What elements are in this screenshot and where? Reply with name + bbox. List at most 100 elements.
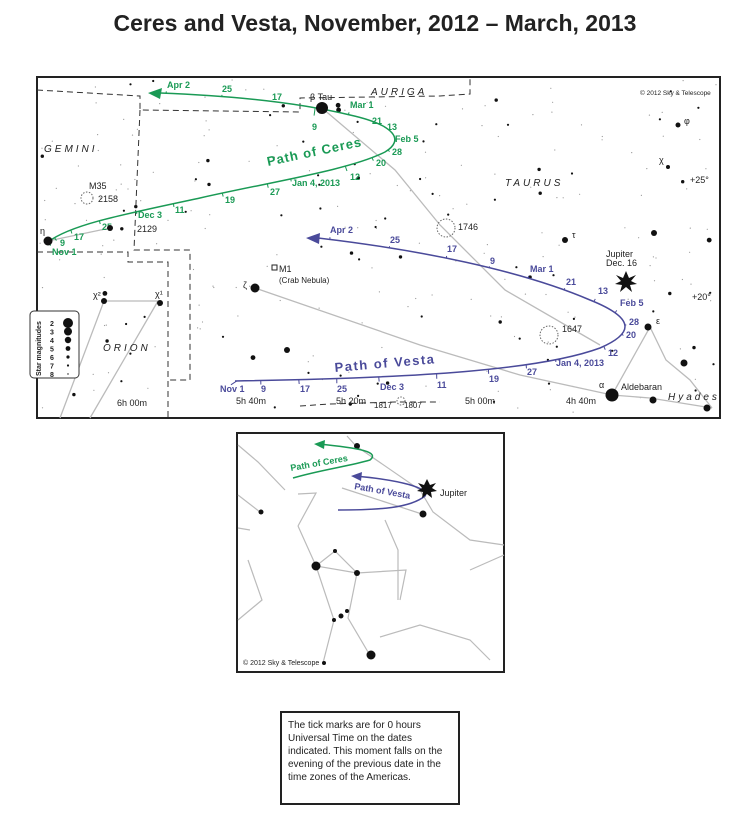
star [376, 382, 379, 385]
star [356, 176, 360, 180]
star [668, 291, 672, 296]
star [504, 278, 506, 280]
star [706, 237, 712, 243]
star [147, 387, 149, 389]
date-tick [563, 287, 566, 291]
star [358, 258, 361, 261]
date-tick [266, 183, 269, 188]
date-label: Apr 2 [330, 225, 353, 235]
page-title: Ceres and Vesta, November, 2012 – March,… [113, 10, 637, 36]
date-label: 11 [175, 205, 185, 215]
date-label: Dec 3 [138, 210, 162, 220]
star [652, 310, 655, 313]
star [197, 327, 199, 329]
star [248, 160, 250, 162]
star [490, 315, 492, 317]
date-tick [135, 211, 138, 215]
star [461, 108, 464, 110]
cluster-m35-icon [80, 191, 94, 205]
star [129, 352, 132, 355]
star [93, 389, 95, 391]
star [319, 207, 322, 210]
label-crab-nebula: (Crab Nebula) [279, 276, 330, 285]
star [208, 129, 210, 131]
star [122, 209, 125, 212]
star [134, 178, 136, 181]
star [481, 125, 483, 127]
date-label: 12 [350, 172, 360, 182]
star [640, 194, 643, 196]
date-label: 28 [392, 147, 402, 157]
star [318, 307, 320, 309]
star [41, 407, 44, 409]
star-zeta-tau [250, 283, 260, 293]
star [460, 164, 462, 166]
date-label: 9 [261, 384, 266, 394]
label-zeta: ζ [243, 280, 247, 290]
star [105, 324, 107, 326]
ra-5h00: 5h 00m [465, 396, 495, 406]
date-tick [98, 220, 101, 225]
star [470, 298, 472, 300]
date-tick [621, 333, 624, 336]
constellation-gemini: GEMINI [44, 144, 98, 155]
star [624, 227, 626, 229]
ceres-path [47, 92, 396, 243]
star [100, 253, 102, 255]
star [556, 197, 558, 199]
ra-5h20: 5h 20m [336, 396, 366, 406]
star [549, 389, 552, 391]
star [631, 152, 633, 154]
date-label: 17 [447, 244, 457, 254]
star [572, 317, 576, 320]
star [152, 79, 155, 83]
star [425, 177, 427, 179]
star [273, 406, 276, 409]
star [638, 237, 640, 239]
constellation-taurus: TAURUS [505, 178, 563, 189]
constellation-orion: ORION [103, 343, 151, 354]
star [249, 285, 251, 287]
inset-star [345, 609, 349, 613]
label-aldebaran: Aldebaran [621, 382, 662, 392]
star [611, 349, 614, 352]
star [651, 230, 657, 236]
legend-magnitude-dot [63, 318, 73, 328]
star [335, 102, 341, 108]
label-ngc2129: 2129 [137, 224, 157, 234]
star [307, 361, 309, 363]
star [682, 80, 684, 82]
star [204, 96, 206, 98]
star [92, 373, 94, 375]
ra-4h40: 4h 40m [566, 396, 596, 406]
star [194, 180, 196, 182]
star-chi-tau [666, 165, 670, 169]
copyright: © 2012 Sky & Telescope [640, 89, 711, 97]
star [102, 245, 104, 247]
star [545, 293, 547, 296]
star [237, 315, 239, 317]
star [649, 396, 657, 404]
star [207, 182, 211, 187]
star [284, 347, 290, 353]
date-label: Dec 3 [380, 382, 404, 392]
star [646, 168, 648, 170]
star [209, 214, 211, 216]
date-tick [172, 203, 175, 208]
star [199, 328, 201, 330]
star [694, 378, 697, 380]
inset-ceres-arrow-icon [314, 440, 325, 449]
star-epsilon-tau [644, 323, 652, 331]
star [484, 105, 486, 107]
constellation-auriga: AURIGA [370, 87, 427, 98]
star [375, 227, 377, 229]
star [129, 83, 132, 86]
vesta-path [234, 237, 626, 382]
star [541, 232, 543, 234]
star [537, 167, 541, 172]
star [97, 149, 99, 152]
star [418, 242, 420, 244]
star [336, 107, 341, 113]
star [692, 345, 696, 350]
date-label: 27 [527, 367, 537, 377]
